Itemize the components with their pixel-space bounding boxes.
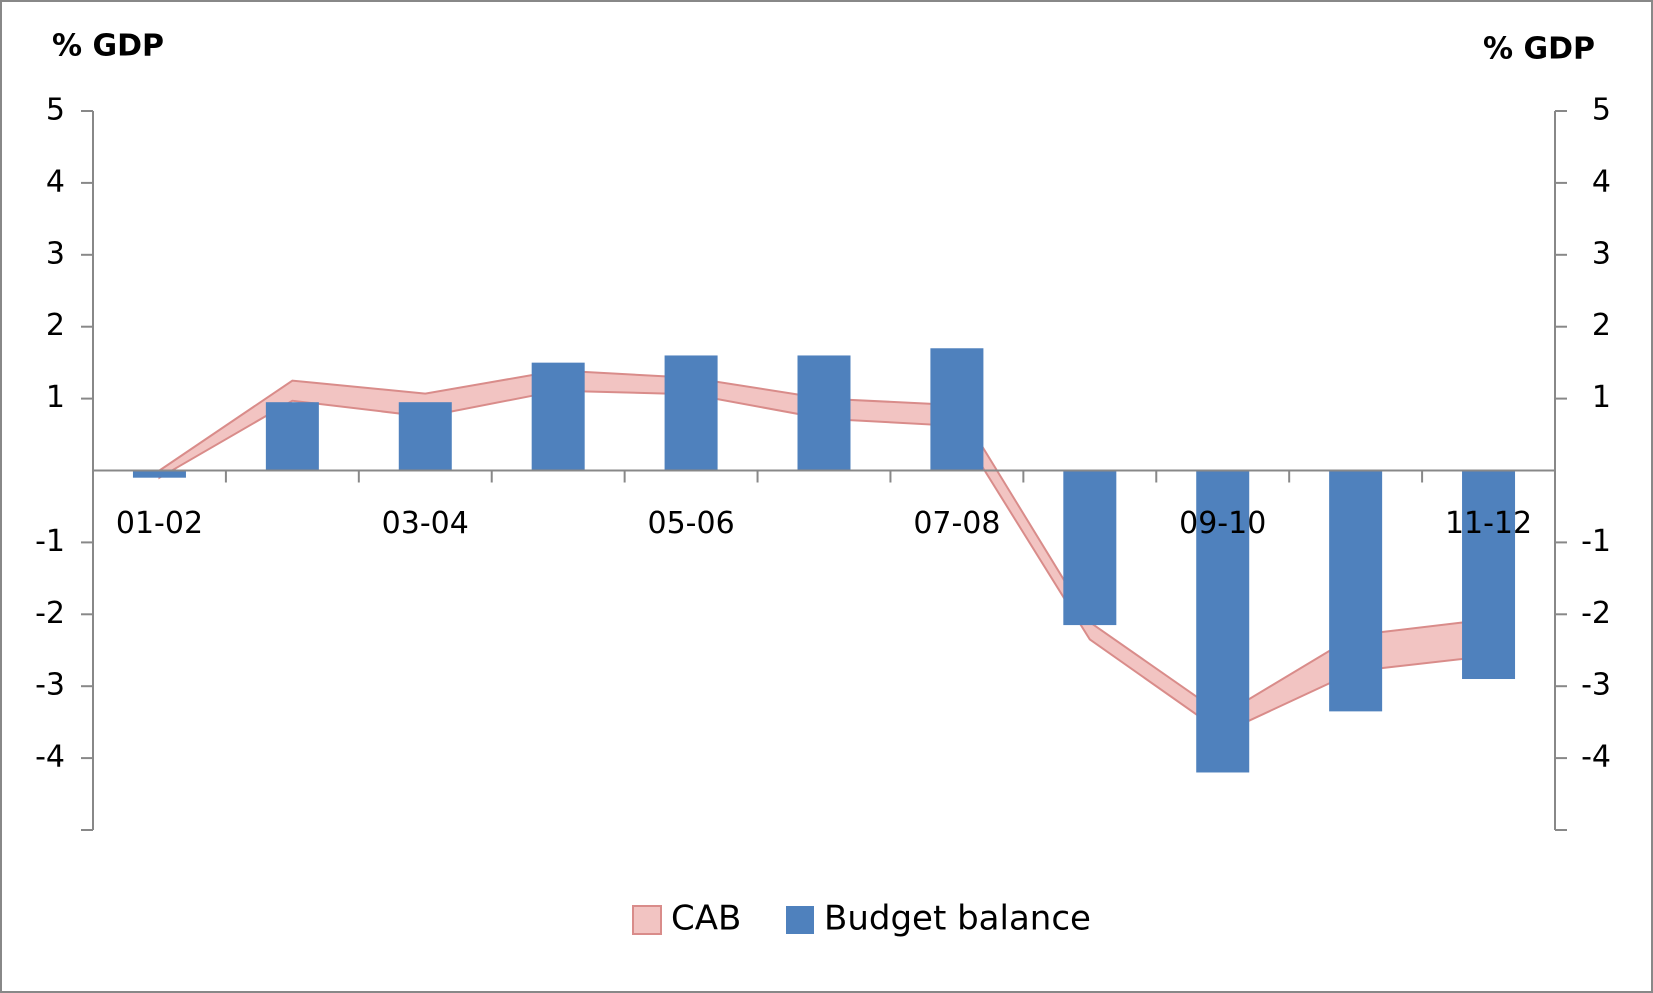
bar bbox=[1329, 470, 1383, 712]
legend-label: CAB bbox=[671, 899, 741, 939]
x-tick-label: 07-08 bbox=[913, 506, 1000, 541]
y-tick-label: 4 bbox=[46, 164, 65, 199]
y-axis-label: % GDP bbox=[52, 29, 164, 64]
y2-tick-label: 5 bbox=[1592, 93, 1611, 128]
y2-tick-label: 2 bbox=[1592, 308, 1611, 343]
x-tick-label: 03-04 bbox=[382, 506, 469, 541]
y2-tick-label: -3 bbox=[1581, 668, 1611, 703]
bar bbox=[1462, 470, 1516, 680]
bar bbox=[930, 348, 984, 471]
bar bbox=[132, 470, 186, 478]
y2-axis-label: % GDP bbox=[1483, 32, 1595, 67]
y2-tick-label: -2 bbox=[1581, 596, 1611, 631]
bar bbox=[531, 362, 585, 471]
bar bbox=[265, 402, 319, 471]
x-tick-label: 09-10 bbox=[1179, 506, 1266, 541]
y2-tick-label: 4 bbox=[1592, 164, 1611, 199]
y-tick-label: -2 bbox=[35, 596, 65, 631]
bar bbox=[1063, 470, 1117, 626]
bar bbox=[1196, 470, 1250, 773]
y2-tick-label: 1 bbox=[1592, 380, 1611, 415]
legend-swatch bbox=[632, 905, 662, 935]
x-tick-label: 01-02 bbox=[116, 506, 203, 541]
y-tick-label: -3 bbox=[35, 668, 65, 703]
y-tick-label: 2 bbox=[46, 308, 65, 343]
y2-tick-label: -4 bbox=[1581, 740, 1611, 775]
y-tick-label: 3 bbox=[46, 236, 65, 271]
y-tick-label: -1 bbox=[35, 524, 65, 559]
y-tick-label: -4 bbox=[35, 740, 65, 775]
legend-label: Budget balance bbox=[824, 899, 1091, 939]
y-tick-label: 5 bbox=[46, 93, 65, 128]
bar bbox=[797, 355, 851, 471]
legend-swatch bbox=[786, 906, 814, 934]
bar bbox=[398, 402, 452, 471]
bar bbox=[664, 355, 718, 471]
y2-tick-label: -1 bbox=[1581, 524, 1611, 559]
x-tick-label: 05-06 bbox=[647, 506, 734, 541]
y2-tick-label: 3 bbox=[1592, 236, 1611, 271]
y-tick-label: 1 bbox=[46, 380, 65, 415]
x-tick-label: 11-12 bbox=[1445, 506, 1532, 541]
